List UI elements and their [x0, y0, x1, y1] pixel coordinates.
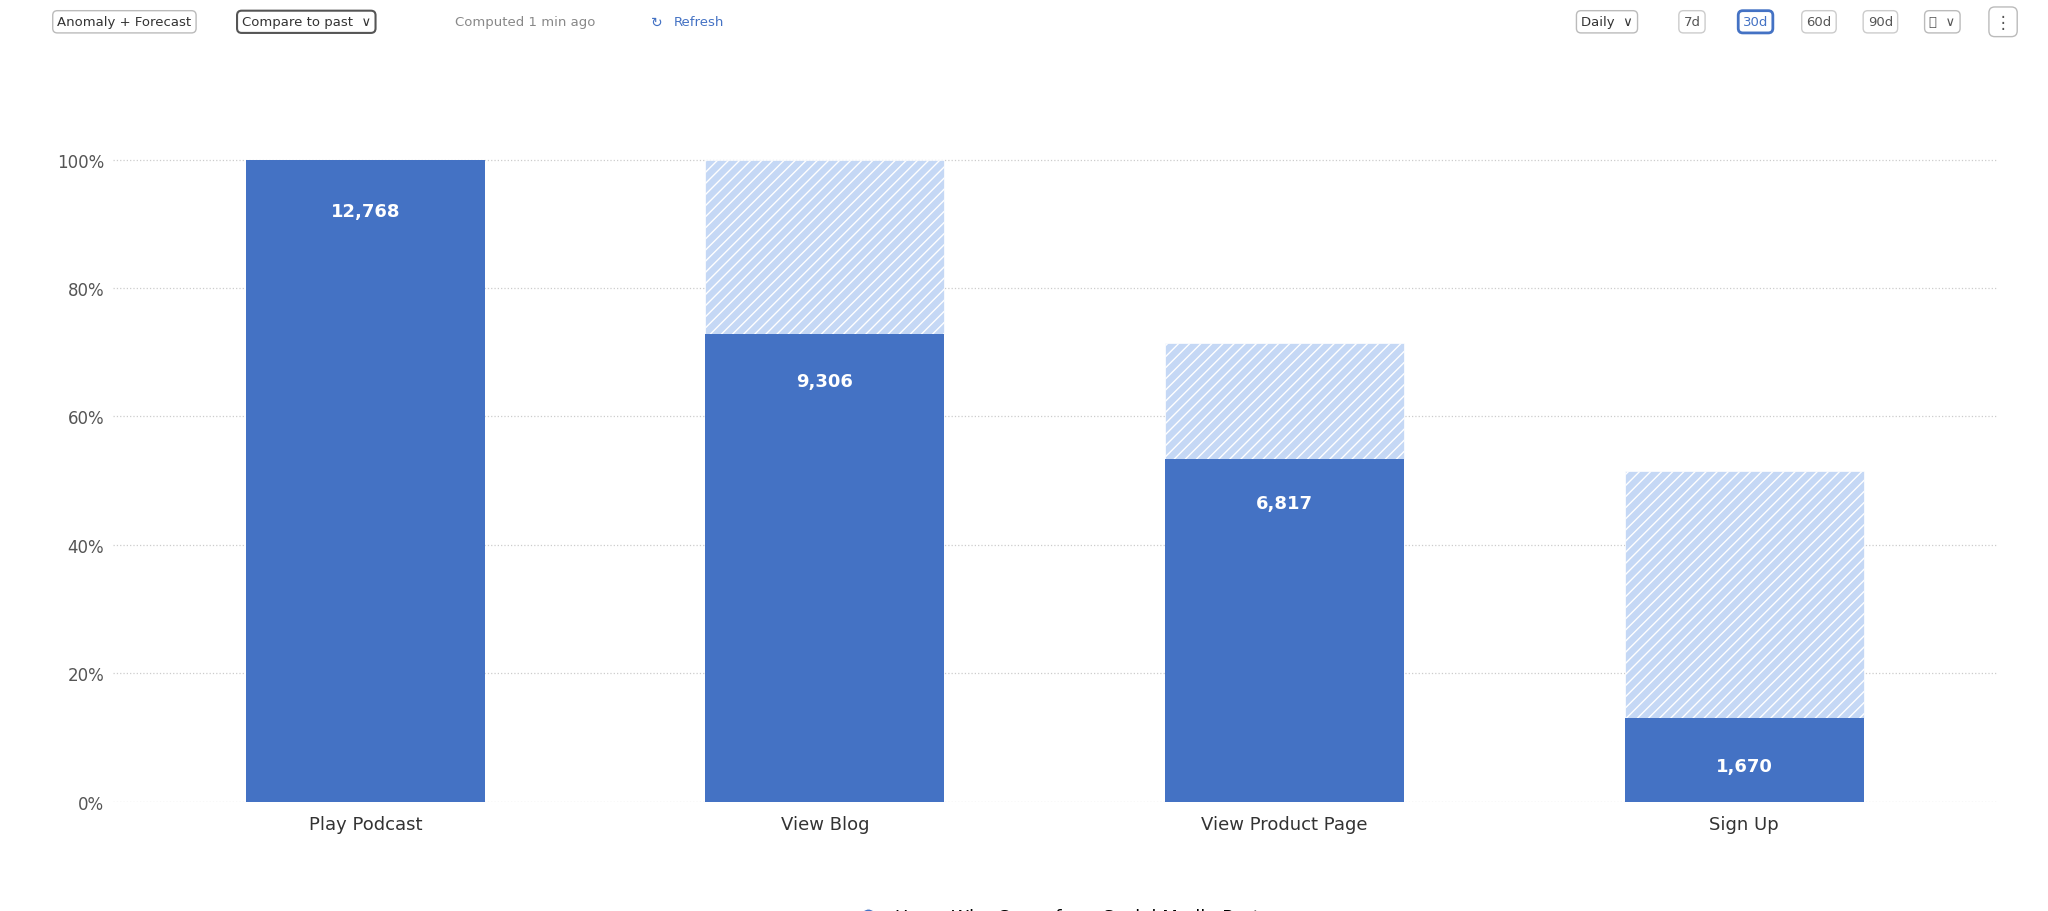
Text: Computed 1 min ago: Computed 1 min ago — [455, 16, 596, 29]
Text: Daily  ∨: Daily ∨ — [1581, 16, 1632, 29]
Text: 6,817: 6,817 — [1255, 495, 1313, 513]
Text: 1,670: 1,670 — [1716, 757, 1772, 775]
Text: Anomaly + Forecast: Anomaly + Forecast — [57, 16, 190, 29]
Bar — [1165, 344, 1405, 459]
Text: Refresh: Refresh — [674, 16, 725, 29]
Text: ↻: ↻ — [651, 15, 664, 30]
Text: ⋮: ⋮ — [1995, 14, 2011, 32]
Text: 9,306: 9,306 — [797, 373, 854, 391]
Bar — [1624, 718, 1864, 802]
Text: 7d: 7d — [1683, 16, 1700, 29]
Bar — [246, 160, 485, 802]
Bar — [1624, 471, 1864, 718]
Text: Compare to past  ∨: Compare to past ∨ — [242, 16, 371, 29]
Text: 60d: 60d — [1806, 16, 1831, 29]
Text: 30d: 30d — [1743, 16, 1767, 29]
Text: 90d: 90d — [1868, 16, 1892, 29]
Legend: Users Who Came from Social Media Post: Users Who Came from Social Media Post — [842, 901, 1268, 911]
Text: 📅  ∨: 📅 ∨ — [1929, 16, 1956, 29]
Bar — [1165, 459, 1405, 802]
Text: 12,768: 12,768 — [330, 203, 399, 220]
Bar — [705, 160, 944, 334]
Bar — [705, 334, 944, 802]
